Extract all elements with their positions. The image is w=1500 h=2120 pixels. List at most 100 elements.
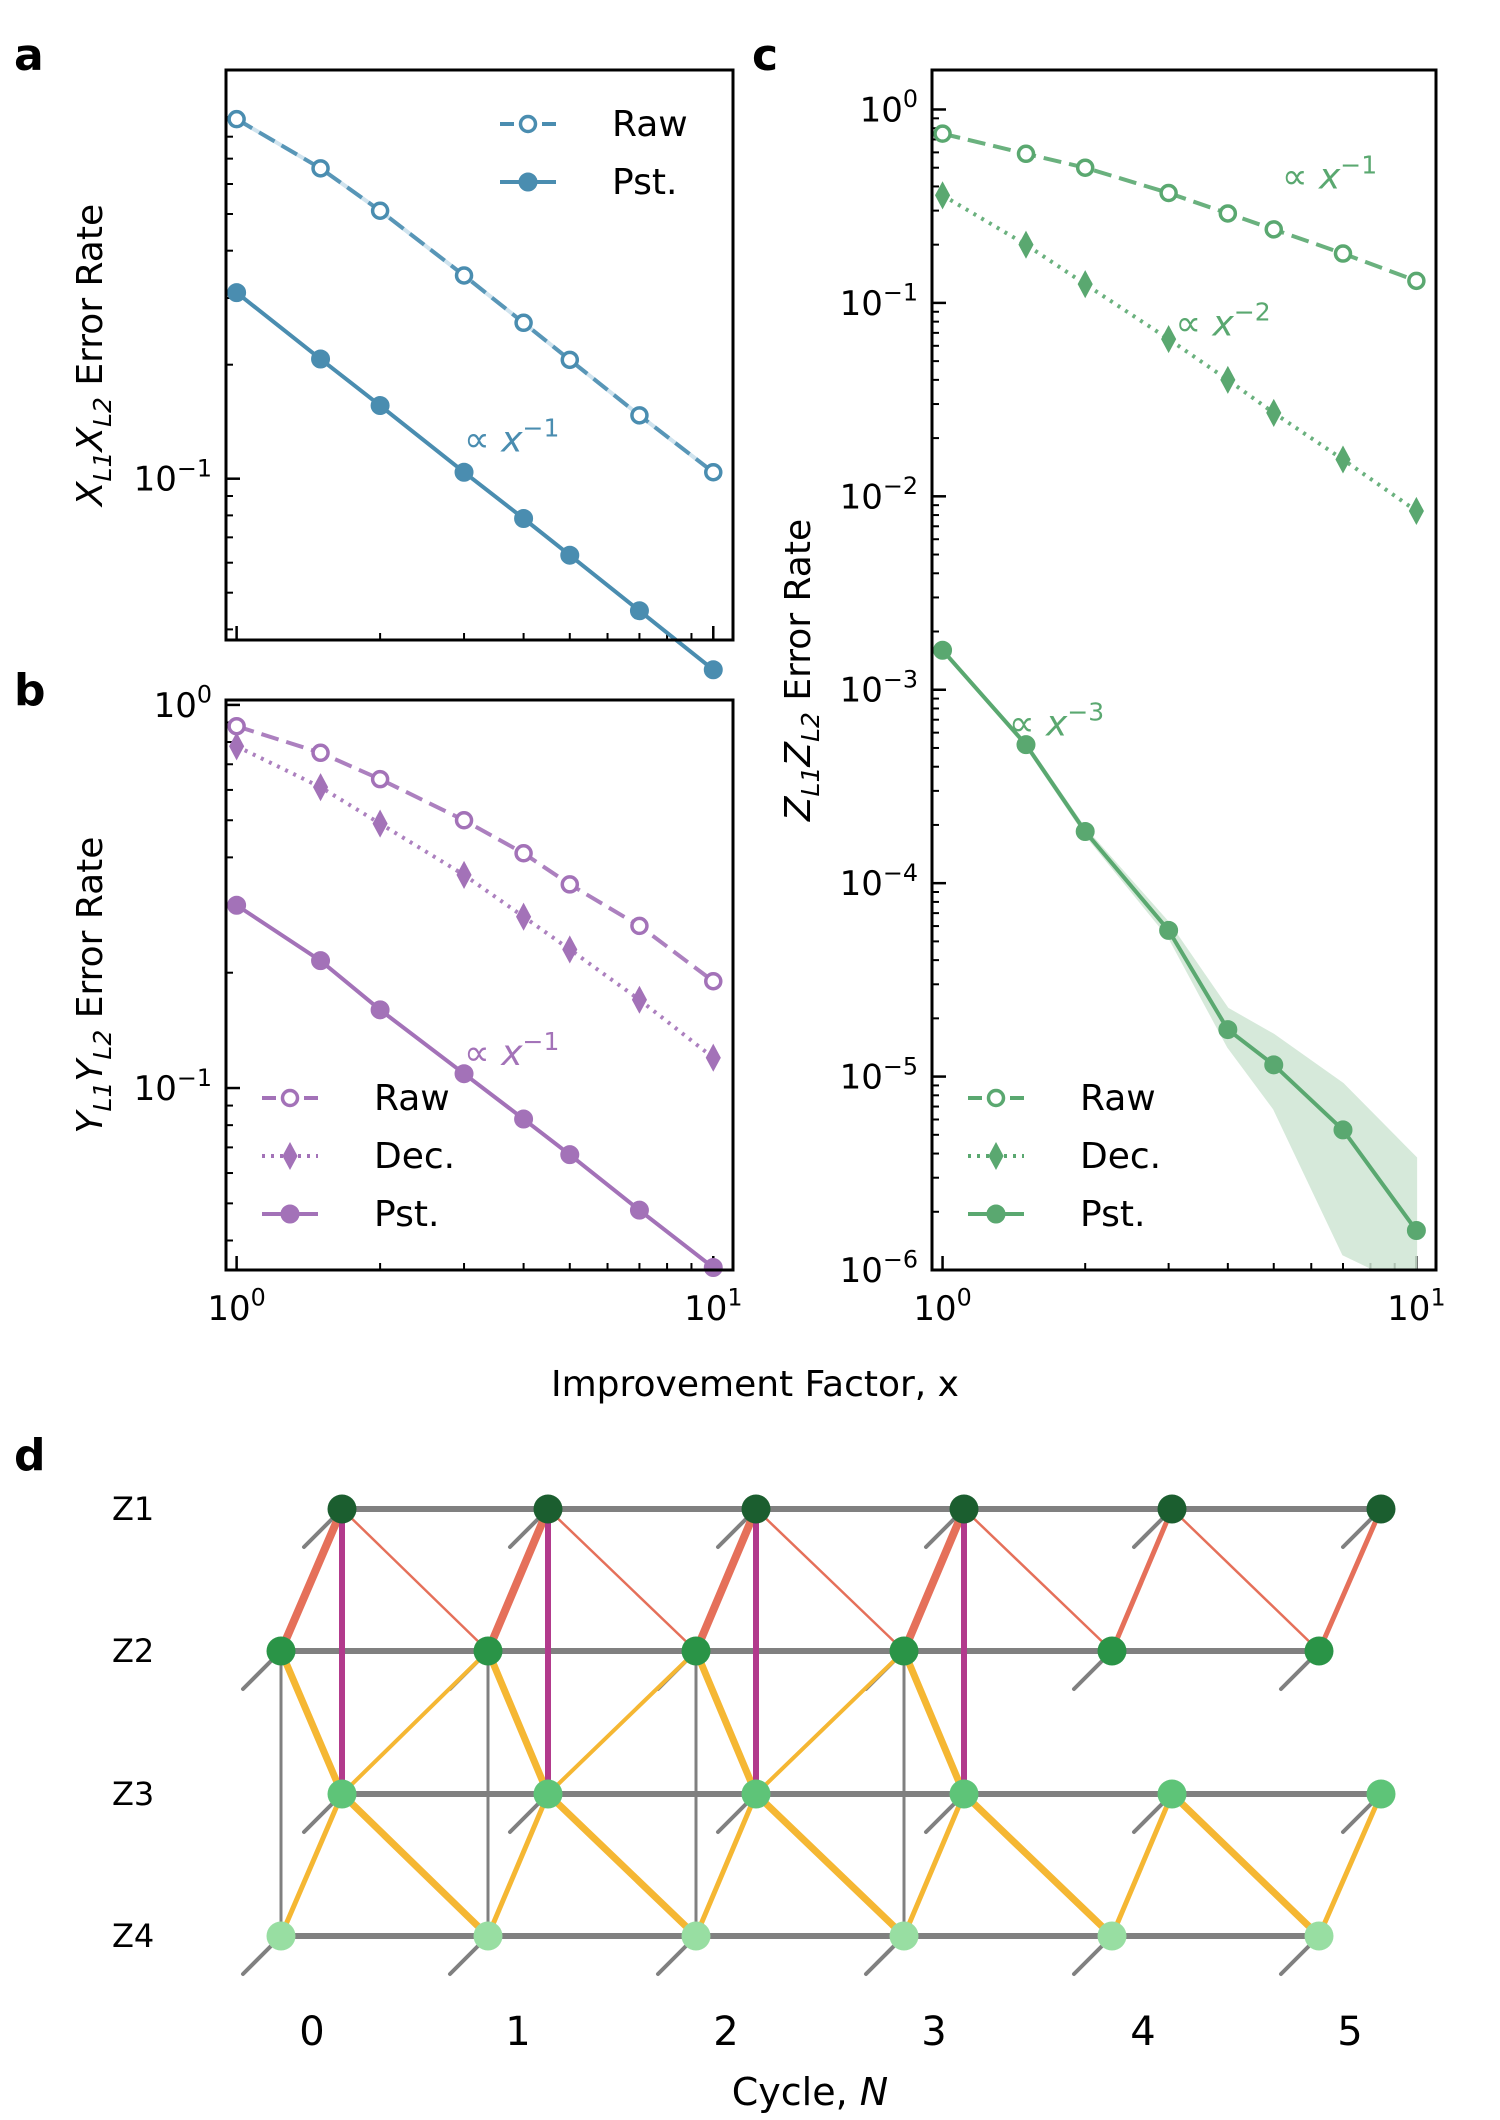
data-point-pst bbox=[629, 1200, 649, 1220]
annotation-prop: ∝ bbox=[1282, 157, 1319, 198]
y-tick-label-0-base: 10 bbox=[154, 686, 197, 726]
y-tick-label-0-base: 10 bbox=[860, 90, 903, 130]
x-tick-label-1-exp: 1 bbox=[1430, 1284, 1445, 1312]
y-tick-label-5-base: 10 bbox=[840, 1058, 883, 1098]
data-point-dec bbox=[456, 860, 472, 889]
ylabel-sub1: L1 bbox=[88, 1082, 117, 1112]
node-z2 bbox=[266, 1636, 296, 1666]
data-point-raw bbox=[1159, 183, 1178, 203]
annotation-exp: −1 bbox=[1340, 151, 1377, 180]
ylabel-sub1: L1 bbox=[796, 767, 825, 797]
edge-z3-z4-diag bbox=[752, 1790, 908, 1940]
x-tick-label-1: 101 bbox=[1387, 1284, 1445, 1329]
y-tick-label-1-base: 10 bbox=[840, 284, 883, 324]
edge-z1-z2 bbox=[484, 1505, 552, 1655]
data-point-dec bbox=[1077, 270, 1093, 299]
ylabel-sub2: L2 bbox=[88, 1030, 117, 1060]
x-tick-label-1-exp: 1 bbox=[727, 1284, 742, 1312]
legend-marker bbox=[518, 114, 538, 134]
x-tick-label-0: 100 bbox=[207, 1284, 265, 1329]
data-point-raw bbox=[630, 406, 649, 425]
data-point-pst bbox=[370, 396, 390, 416]
data-point-raw bbox=[311, 159, 330, 178]
legend-label-dec: Dec. bbox=[374, 1136, 455, 1177]
legend: Raw Pst. bbox=[500, 104, 688, 203]
node-z1 bbox=[533, 1494, 563, 1524]
y-axis-label: XL1XL2 Error Rate bbox=[70, 204, 117, 508]
y-tick-label-1-base: 10 bbox=[134, 1069, 177, 1109]
legend-label-raw: Raw bbox=[374, 1078, 450, 1119]
plot-frame bbox=[224, 698, 735, 1272]
legend-marker bbox=[280, 1204, 300, 1224]
annotation-var: x bbox=[500, 1033, 523, 1074]
edge-z3-z4 bbox=[278, 1791, 345, 1939]
annotation-1: ∝ x−2 bbox=[1175, 297, 1270, 344]
node-z2 bbox=[1097, 1636, 1127, 1666]
shared-x-axis-label: Improvement Factor, x bbox=[551, 1364, 959, 1405]
series-line-pst bbox=[235, 291, 715, 672]
diagram-x-label-text: Cycle, bbox=[732, 2070, 860, 2114]
data-point-dec bbox=[631, 985, 648, 1014]
plot-frame bbox=[930, 68, 1438, 1272]
data-point-dec bbox=[934, 181, 951, 210]
y-tick-label-3-base: 10 bbox=[840, 671, 883, 711]
data-point-pst bbox=[560, 1145, 580, 1165]
data-point-pst bbox=[514, 508, 534, 528]
y-tick-label-3: 10−3 bbox=[840, 665, 918, 710]
data-point-pst bbox=[514, 1109, 534, 1129]
data-point-dec bbox=[1266, 398, 1282, 427]
data-point-raw bbox=[1075, 158, 1095, 177]
legend: Raw Dec. Pst. bbox=[262, 1078, 455, 1235]
node-z2 bbox=[1304, 1636, 1334, 1666]
data-point-dec bbox=[562, 935, 578, 964]
series-line-dec bbox=[235, 744, 715, 1060]
series-line-raw bbox=[236, 724, 715, 983]
y-tick-label-0-exp: 0 bbox=[903, 85, 918, 113]
edge-z1-z2-diag bbox=[340, 1507, 490, 1653]
annotation-exp: −2 bbox=[1234, 297, 1271, 326]
y-axis-label: ZL1ZL2 Error Rate bbox=[778, 519, 825, 822]
row-label-z4: Z4 bbox=[112, 1917, 154, 1955]
edge-z3-z4 bbox=[1109, 1791, 1175, 1939]
ylabel-var1: Y bbox=[70, 1108, 111, 1133]
x-tick-label-0: 100 bbox=[913, 1284, 971, 1329]
y-axis-label: YL1YL2 Error Rate bbox=[70, 837, 117, 1134]
node-z4 bbox=[473, 1921, 503, 1951]
data-point-raw bbox=[630, 916, 649, 936]
ylabel-var1: Z bbox=[778, 795, 819, 822]
data-point-raw bbox=[704, 462, 723, 482]
edge-z1-z2-diag bbox=[754, 1507, 906, 1653]
data-point-raw bbox=[1333, 244, 1353, 263]
data-point-raw bbox=[1218, 204, 1238, 223]
edge-z3-z4-diag bbox=[960, 1790, 1116, 1940]
qubit-cycle-diagram: Z1 Z2 Z3 Z4 0 1 2 3 4 5 Cycle, N bbox=[112, 1490, 1396, 2114]
annotation-var: x bbox=[1318, 157, 1341, 198]
edge-z3-z4-diag bbox=[1168, 1790, 1323, 1940]
data-point-dec bbox=[516, 902, 532, 931]
diagram-x-label-var: N bbox=[860, 2070, 888, 2114]
edge-z3-z4 bbox=[693, 1791, 759, 1939]
y-tick-label-2: 10−2 bbox=[840, 472, 918, 517]
y-tick-label-4-exp: −4 bbox=[883, 859, 918, 887]
data-point-pst bbox=[1159, 920, 1179, 940]
legend-label-pst: Pst. bbox=[374, 1194, 439, 1235]
diagram-x-label: Cycle, N bbox=[732, 2070, 888, 2114]
data-point-dec bbox=[312, 773, 329, 802]
cycle-label-5: 5 bbox=[1337, 2009, 1362, 2055]
cycle-label-1: 1 bbox=[505, 2009, 530, 2055]
data-point-pst bbox=[1406, 1221, 1426, 1241]
plot-frame bbox=[224, 68, 735, 642]
annotation-var: x bbox=[1045, 703, 1068, 744]
series-line-pst bbox=[235, 903, 715, 1270]
row-label-z3: Z3 bbox=[112, 1775, 154, 1813]
cycle-label-4: 4 bbox=[1130, 2009, 1155, 2055]
edge-z3-z4-diag bbox=[338, 1790, 492, 1940]
node-z4 bbox=[889, 1921, 919, 1951]
data-point-dec bbox=[1161, 325, 1177, 354]
data-point-pst bbox=[227, 895, 247, 915]
annotation-prop: ∝ bbox=[1175, 303, 1212, 344]
data-point-pst bbox=[1264, 1055, 1284, 1075]
node-z1 bbox=[1366, 1494, 1396, 1524]
edge-z3-z4 bbox=[1316, 1791, 1384, 1939]
data-point-pst bbox=[1075, 821, 1095, 841]
